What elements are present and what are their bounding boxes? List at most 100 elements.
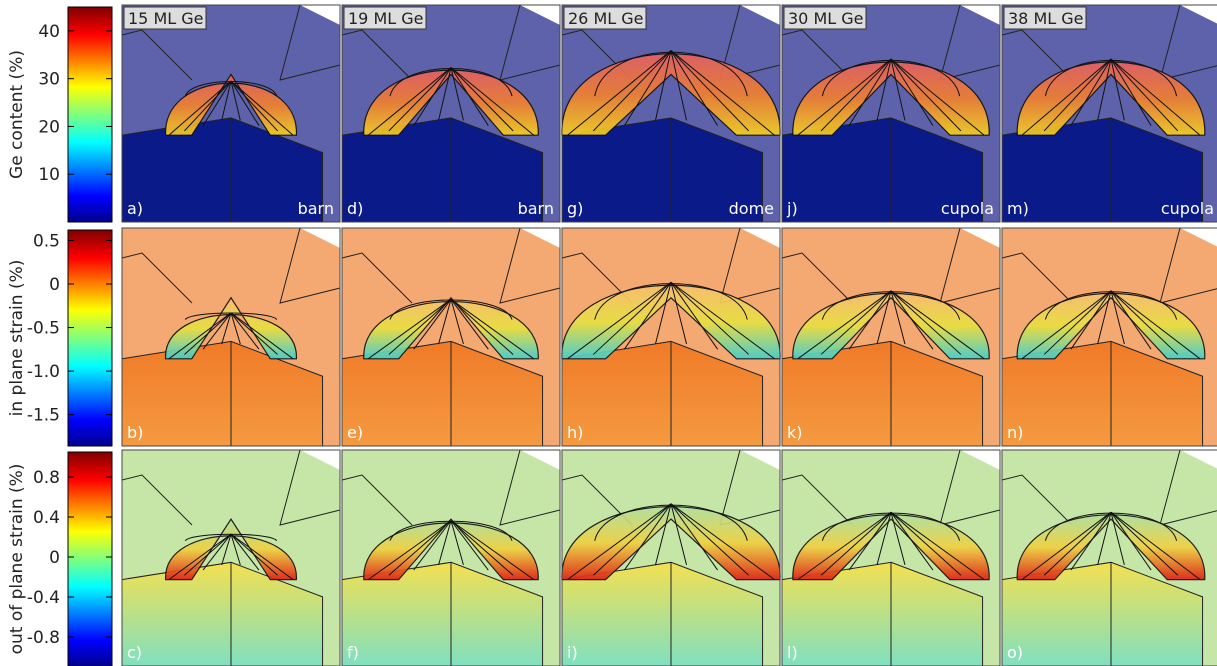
facet — [797, 290, 892, 360]
grain-boundary — [561, 474, 633, 526]
grain-boundary — [121, 29, 193, 81]
column-header: 26 ML Ge — [568, 9, 644, 28]
facet — [184, 80, 232, 132]
grain-boundary — [781, 474, 853, 526]
facet — [184, 533, 232, 576]
facet — [1021, 58, 1112, 136]
facet — [1110, 512, 1125, 566]
panel-frame — [341, 227, 561, 447]
grain-boundary — [121, 474, 193, 526]
facet — [1110, 511, 1179, 576]
facet — [388, 67, 452, 132]
facet — [450, 67, 489, 126]
panel: n) — [1001, 227, 1217, 447]
facet — [670, 50, 719, 126]
shape-label: barn — [518, 199, 554, 218]
facet — [202, 533, 232, 571]
facet — [413, 67, 452, 126]
facet — [890, 290, 934, 350]
facet — [670, 282, 688, 345]
tick-label: 20 — [38, 117, 60, 137]
island — [363, 69, 539, 136]
facet — [890, 58, 906, 121]
panel-letter: n) — [1007, 423, 1023, 442]
facet-ring — [184, 533, 278, 542]
column-header: 30 ML Ge — [788, 9, 864, 28]
panel: d) 19 ML Ge barn — [341, 4, 561, 223]
header-box — [343, 6, 427, 30]
facet — [1043, 58, 1112, 132]
corner — [960, 5, 1000, 25]
panel-letter: b) — [127, 423, 143, 442]
panel-letter: m) — [1007, 199, 1029, 218]
panel: e) — [341, 227, 561, 447]
facet — [1110, 58, 1152, 126]
grain-boundary — [1001, 29, 1073, 81]
tick-label: 0.4 — [33, 508, 60, 528]
facet — [890, 511, 962, 576]
grain-boundary — [499, 449, 561, 526]
grain-boundary — [1001, 252, 1073, 304]
facet — [654, 503, 672, 566]
corner — [520, 228, 560, 248]
facet-ring — [184, 81, 278, 97]
facet — [876, 512, 892, 566]
facet — [876, 290, 892, 345]
facet-ring — [821, 512, 961, 541]
panel-letter: j) — [786, 199, 798, 218]
facet — [367, 67, 452, 136]
panel-frame — [1001, 449, 1217, 666]
facet — [202, 80, 232, 126]
facet — [230, 80, 294, 136]
facet — [230, 312, 260, 350]
corner — [1180, 228, 1217, 247]
tick-label: 0 — [49, 548, 60, 568]
facet-ring — [594, 504, 748, 541]
panel-frame — [781, 227, 1001, 447]
facet — [670, 503, 775, 581]
tick-label: -0.8 — [27, 628, 60, 648]
facet — [1070, 511, 1112, 571]
corner — [960, 450, 1000, 470]
facet — [592, 281, 672, 355]
facet — [230, 312, 241, 345]
facet — [890, 290, 962, 355]
island — [164, 73, 298, 136]
shape-label: barn — [298, 199, 334, 218]
facet — [450, 67, 535, 136]
facet — [221, 533, 232, 566]
facet — [567, 281, 672, 360]
grain-boundary — [561, 252, 633, 304]
corner — [1180, 5, 1217, 24]
facet-ring — [1044, 291, 1178, 320]
facet — [1070, 58, 1112, 126]
shape-label: dome — [729, 199, 774, 218]
colorbar — [67, 6, 113, 223]
facet — [230, 80, 241, 121]
facet — [890, 512, 906, 566]
facet — [450, 520, 464, 566]
shape-label: cupola — [941, 199, 994, 218]
grain-boundary — [1001, 474, 1073, 526]
colorbar — [67, 451, 113, 666]
island — [164, 518, 298, 581]
facet-ring — [1044, 512, 1178, 541]
corner — [960, 228, 1000, 248]
facet — [848, 290, 892, 350]
panel-frame — [121, 4, 341, 223]
header-box — [1003, 6, 1087, 30]
facet — [890, 511, 985, 581]
panel: g) 26 ML Ge dome — [561, 4, 781, 223]
facet — [1110, 290, 1125, 345]
facet — [848, 58, 892, 126]
facet — [848, 511, 892, 571]
tick-label: -0.5 — [27, 319, 60, 339]
grain-boundary — [781, 29, 853, 81]
panel-frame — [341, 4, 561, 223]
facet-ring — [389, 67, 513, 97]
corner — [300, 450, 340, 470]
grain-boundary — [279, 449, 341, 526]
panel: b) — [121, 227, 341, 447]
facet — [230, 80, 260, 126]
